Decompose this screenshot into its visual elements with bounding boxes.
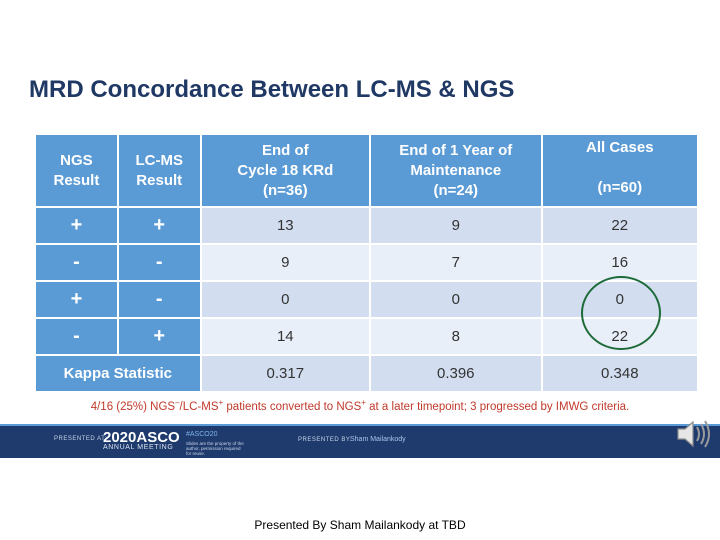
table-row: + - 0 0 0 xyxy=(34,280,700,319)
lcms-cell: - xyxy=(116,243,202,282)
header-year1: End of 1 Year of Maintenance (n=24) xyxy=(368,133,543,208)
kappa-row: Kappa Statistic 0.317 0.396 0.348 xyxy=(34,354,700,393)
header-lcms-line1: LC-MS xyxy=(135,151,183,169)
header-lcms-result: LC-MS Result xyxy=(116,133,202,208)
table-header-row: NGS Result LC-MS Result End of Cycle 18 … xyxy=(34,133,700,208)
table-row: - - 9 7 16 xyxy=(34,243,700,282)
lcms-cell: + xyxy=(116,317,202,356)
header-year1-line1: End of 1 Year of xyxy=(399,141,513,159)
all-cell: 0 xyxy=(540,280,700,319)
lcms-cell: - xyxy=(116,280,202,319)
footnote: 4/16 (25%) NGS–/LC-MS+ patients converte… xyxy=(0,398,720,413)
footnote-part1: 4/16 (25%) NGS xyxy=(90,400,176,413)
presented-at-label: PRESENTED AT: xyxy=(54,436,107,442)
asco-logo: 2020ASCO xyxy=(103,429,180,446)
table-row: + + 13 9 22 xyxy=(34,206,700,245)
header-ngs-line2: Result xyxy=(53,171,100,189)
ngs-cell: + xyxy=(34,280,119,319)
header-lcms-line2: Result xyxy=(136,171,183,189)
footnote-part4: at a later timepoint; 3 progressed by IM… xyxy=(365,400,630,413)
footnote-part2: /LC-MS xyxy=(179,400,219,413)
all-cell: 22 xyxy=(540,317,700,356)
footnote-part3: patients converted to NGS xyxy=(223,400,362,413)
cycle18-cell: 9 xyxy=(199,243,371,282)
cycle18-cell: 0 xyxy=(199,280,371,319)
kappa-label: Kappa Statistic xyxy=(34,354,202,393)
header-cycle18-line3: (n=36) xyxy=(262,181,308,199)
ngs-cell: + xyxy=(34,206,119,245)
presented-by-label: PRESENTED BY: xyxy=(298,437,353,443)
footnote-sup2: + xyxy=(218,398,224,407)
kappa-cycle18: 0.317 xyxy=(199,354,371,393)
hashtag: #ASCO20 xyxy=(186,431,218,438)
table-row: - + 14 8 22 xyxy=(34,317,700,356)
footnote-sup3: + xyxy=(361,398,366,407)
bottom-caption: Presented By Sham Mailankody at TBD xyxy=(254,518,466,532)
annual-meeting-label: ANNUAL MEETING xyxy=(103,444,174,451)
asco-banner xyxy=(0,424,720,458)
header-cycle18-line2: Cycle 18 KRd xyxy=(237,161,334,179)
ngs-cell: - xyxy=(34,317,119,356)
cycle18-cell: 14 xyxy=(199,317,371,356)
header-year1-line2: Maintenance xyxy=(410,161,502,179)
header-ngs-line1: NGS xyxy=(60,151,93,169)
header-all-line2 xyxy=(543,158,697,178)
kappa-all: 0.348 xyxy=(540,354,700,393)
header-cycle18: End of Cycle 18 KRd (n=36) xyxy=(199,133,371,208)
header-year1-line3: (n=24) xyxy=(433,181,479,199)
year1-cell: 7 xyxy=(368,243,543,282)
header-all-line3: (n=60) xyxy=(597,179,643,196)
speaker-icon[interactable] xyxy=(674,414,714,454)
footnote-sup1: – xyxy=(175,398,180,407)
year1-cell: 0 xyxy=(368,280,543,319)
presenter-name: Sham Mailankody xyxy=(350,436,406,443)
all-cell: 22 xyxy=(540,206,700,245)
concordance-table: NGS Result LC-MS Result End of Cycle 18 … xyxy=(34,133,700,393)
ngs-cell: - xyxy=(34,243,119,282)
kappa-year1: 0.396 xyxy=(368,354,543,393)
header-all-cases: All Cases (n=60) xyxy=(540,133,700,208)
header-ngs-result: NGS Result xyxy=(34,133,119,208)
slides-property-note: Slides are the property of the author, p… xyxy=(186,441,244,456)
year1-cell: 8 xyxy=(368,317,543,356)
lcms-cell: + xyxy=(116,206,202,245)
all-cell: 16 xyxy=(540,243,700,282)
header-cycle18-line1: End of xyxy=(261,141,309,159)
slide-title: MRD Concordance Between LC-MS & NGS xyxy=(29,76,515,103)
year1-cell: 9 xyxy=(368,206,543,245)
header-all-line1: All Cases xyxy=(586,139,654,156)
banner-accent-line xyxy=(0,424,720,426)
cycle18-cell: 13 xyxy=(199,206,371,245)
